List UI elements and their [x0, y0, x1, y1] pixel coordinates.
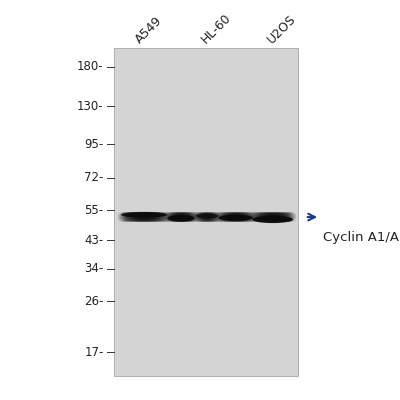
Text: 34-: 34- — [84, 262, 104, 275]
Text: 130-: 130- — [77, 100, 104, 112]
Text: 180-: 180- — [77, 60, 104, 73]
Text: 55-: 55- — [84, 204, 104, 217]
Text: 95-: 95- — [84, 138, 104, 150]
Ellipse shape — [218, 215, 253, 221]
Text: Cyclin A1/A2: Cyclin A1/A2 — [323, 231, 400, 244]
Ellipse shape — [252, 216, 293, 223]
Ellipse shape — [196, 213, 218, 218]
Text: 26-: 26- — [84, 294, 104, 308]
Ellipse shape — [167, 215, 195, 222]
Text: A549: A549 — [133, 14, 165, 46]
Text: HL-60: HL-60 — [199, 11, 234, 46]
Text: 17-: 17- — [84, 346, 104, 359]
Text: 72-: 72- — [84, 171, 104, 184]
FancyBboxPatch shape — [114, 48, 298, 376]
Ellipse shape — [121, 212, 167, 218]
Text: U2OS: U2OS — [265, 12, 299, 46]
Text: 43-: 43- — [84, 234, 104, 246]
